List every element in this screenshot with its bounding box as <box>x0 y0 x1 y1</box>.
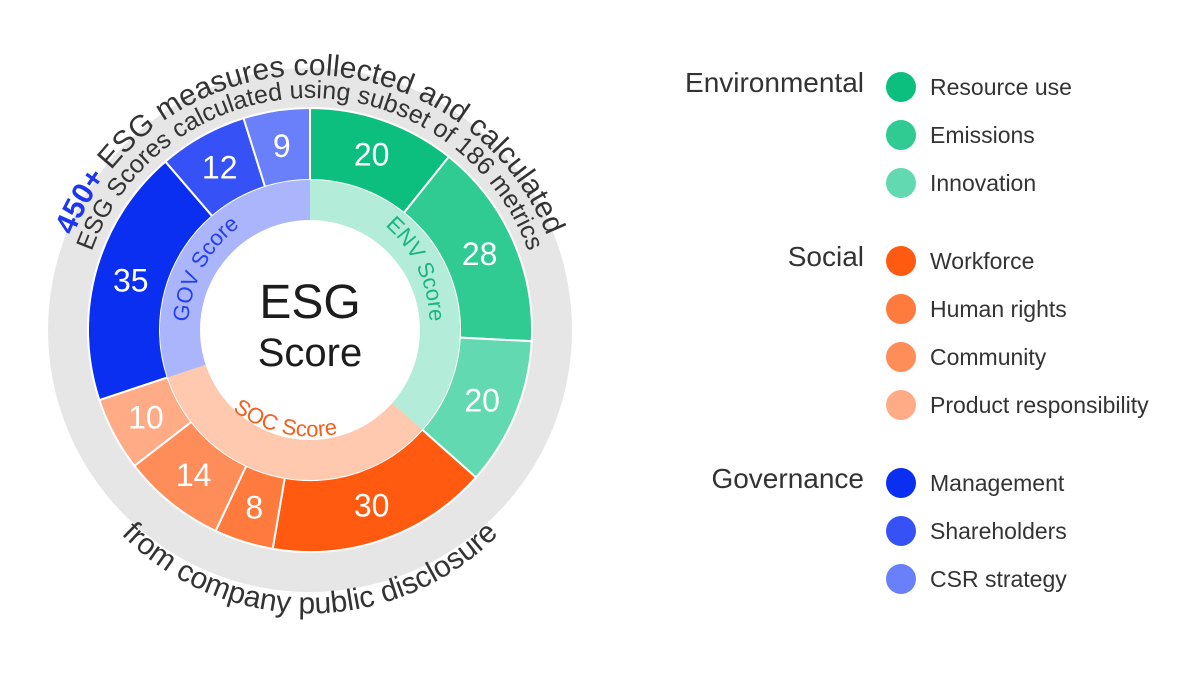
legend-item: CSR strategy <box>886 562 1067 596</box>
category-ring <box>87 106 533 553</box>
legend-group-title: Environmental <box>685 67 864 98</box>
legend-item-label: Resource use <box>930 73 1072 100</box>
segment-value-label: 8 <box>245 489 263 525</box>
segment-value-label: 9 <box>273 128 291 164</box>
legend-item: Resource use <box>886 70 1072 104</box>
legend-item-label: Workforce <box>930 247 1035 274</box>
segment-value-label: 35 <box>113 262 149 298</box>
pillar-band-governance <box>160 180 310 378</box>
legend-dot <box>886 72 916 102</box>
legend-item-label: Innovation <box>930 169 1037 196</box>
pillar-band-social <box>167 364 423 480</box>
legend-dot <box>886 516 916 546</box>
legend-dot <box>886 120 916 150</box>
segment-value-label: 30 <box>354 487 390 523</box>
segment-value-label: 14 <box>176 457 212 493</box>
pillar-band-environmental <box>310 180 461 430</box>
legend-item: Workforce <box>886 244 1034 278</box>
segment-value-label: 10 <box>128 400 164 436</box>
legend-item-label: Management <box>930 469 1065 496</box>
legend-item: Emissions <box>886 118 1035 152</box>
legend-dot <box>886 294 916 324</box>
legend-item: Product responsibility <box>886 388 1149 422</box>
legend-group-title: Governance <box>711 463 864 494</box>
pillar-ring <box>160 180 461 480</box>
legend-item-label: Community <box>930 343 1047 370</box>
legend-dot <box>886 168 916 198</box>
legend: Environmental Resource use Emissions Inn… <box>600 60 1190 620</box>
legend-item: Management <box>886 466 1064 500</box>
legend-item-label: Shareholders <box>930 517 1067 544</box>
legend-item: Innovation <box>886 166 1036 200</box>
legend-item-label: Product responsibility <box>930 391 1149 418</box>
legend-item: Human rights <box>886 292 1067 326</box>
legend-dot <box>886 390 916 420</box>
legend-item: Community <box>886 340 1046 374</box>
segment-value-label: 28 <box>462 236 498 272</box>
segment-value-labels: 20 28 20 30 8 14 10 35 12 9 <box>113 128 500 525</box>
legend-dot <box>886 246 916 276</box>
segment-value-label: 12 <box>202 149 238 185</box>
legend-group-title: Social <box>787 241 864 272</box>
legend-dot <box>886 342 916 372</box>
segment-value-label: 20 <box>464 382 500 418</box>
center-label-esg: ESG <box>259 276 360 329</box>
legend-item-label: CSR strategy <box>930 565 1067 592</box>
legend-item-label: Human rights <box>930 295 1067 322</box>
segment-value-label: 20 <box>354 137 390 173</box>
legend-dot <box>886 468 916 498</box>
legend-item-label: Emissions <box>930 121 1035 148</box>
center-label-score: Score <box>258 331 363 375</box>
legend-item: Shareholders <box>886 514 1067 548</box>
legend-dot <box>886 564 916 594</box>
center-disc <box>200 220 420 440</box>
